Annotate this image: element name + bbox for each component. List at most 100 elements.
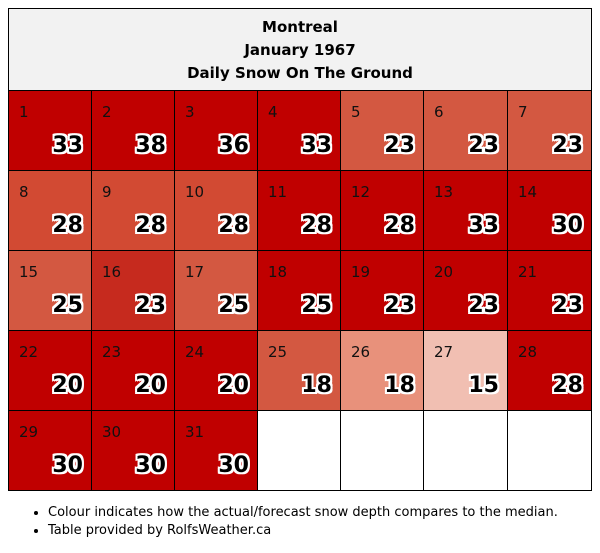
snow-depth-value: 25 <box>52 293 83 318</box>
day-cell: 10 28 <box>175 171 258 251</box>
day-number: 9 <box>102 183 112 201</box>
day-number: 12 <box>351 183 371 201</box>
day-number: 7 <box>518 103 528 121</box>
snow-depth-value: 20 <box>135 373 166 398</box>
day-number: 28 <box>518 343 538 361</box>
snow-depth-value: 30 <box>135 453 166 478</box>
day-cell: 22 20 <box>9 331 92 411</box>
day-number: 13 <box>434 183 454 201</box>
snow-depth-value: 23 <box>468 133 499 158</box>
day-number: 25 <box>268 343 288 361</box>
snow-depth-value: 36 <box>218 133 249 158</box>
day-number: 31 <box>185 423 205 441</box>
day-number: 30 <box>102 423 122 441</box>
calendar-grid: 1 33 2 38 3 36 4 33 5 23 6 23 7 23 8 28 9 28 10 28 11 28 12 28 1… <box>9 91 591 490</box>
day-cell: 3 36 <box>175 91 258 171</box>
empty-cell <box>341 411 424 490</box>
day-number: 11 <box>268 183 288 201</box>
day-cell: 23 20 <box>92 331 175 411</box>
day-number: 4 <box>268 103 278 121</box>
snow-depth-value: 23 <box>384 133 415 158</box>
snow-depth-value: 15 <box>468 373 499 398</box>
day-cell: 5 23 <box>341 91 424 171</box>
day-number: 15 <box>19 263 39 281</box>
day-cell: 21 23 <box>508 251 591 331</box>
day-cell: 16 23 <box>92 251 175 331</box>
day-number: 18 <box>268 263 288 281</box>
snow-depth-value: 30 <box>218 453 249 478</box>
snow-depth-value: 20 <box>218 373 249 398</box>
snow-depth-value: 33 <box>468 213 499 238</box>
day-cell: 18 25 <box>258 251 341 331</box>
day-number: 3 <box>185 103 195 121</box>
snow-depth-value: 28 <box>301 213 332 238</box>
day-number: 10 <box>185 183 205 201</box>
snow-depth-value: 23 <box>552 133 583 158</box>
footnotes: Colour indicates how the actual/forecast… <box>24 504 558 540</box>
snow-depth-value: 25 <box>301 293 332 318</box>
day-cell: 29 30 <box>9 411 92 490</box>
snow-depth-value: 20 <box>52 373 83 398</box>
empty-cell <box>424 411 508 490</box>
snow-depth-value: 28 <box>218 213 249 238</box>
snow-depth-value: 23 <box>468 293 499 318</box>
snow-depth-value: 28 <box>52 213 83 238</box>
snow-depth-value: 30 <box>52 453 83 478</box>
day-cell: 11 28 <box>258 171 341 251</box>
day-cell: 4 33 <box>258 91 341 171</box>
day-cell: 27 15 <box>424 331 508 411</box>
day-number: 22 <box>19 343 39 361</box>
day-cell: 6 23 <box>424 91 508 171</box>
snow-depth-value: 28 <box>552 373 583 398</box>
day-number: 5 <box>351 103 361 121</box>
snow-depth-value: 23 <box>135 293 166 318</box>
day-number: 2 <box>102 103 112 121</box>
day-cell: 25 18 <box>258 331 341 411</box>
day-cell: 2 38 <box>92 91 175 171</box>
snow-depth-value: 28 <box>135 213 166 238</box>
day-cell: 30 30 <box>92 411 175 490</box>
snow-depth-value: 18 <box>301 373 332 398</box>
snow-depth-value: 30 <box>552 213 583 238</box>
day-cell: 31 30 <box>175 411 258 490</box>
day-number: 16 <box>102 263 122 281</box>
snow-depth-value: 33 <box>301 133 332 158</box>
day-number: 19 <box>351 263 371 281</box>
empty-cell <box>258 411 341 490</box>
day-cell: 20 23 <box>424 251 508 331</box>
day-cell: 7 23 <box>508 91 591 171</box>
day-number: 8 <box>19 183 29 201</box>
day-number: 27 <box>434 343 454 361</box>
empty-cell <box>508 411 591 490</box>
day-cell: 8 28 <box>9 171 92 251</box>
day-cell: 17 25 <box>175 251 258 331</box>
day-number: 14 <box>518 183 538 201</box>
snow-calendar: Montreal January 1967 Daily Snow On The … <box>8 8 592 491</box>
snow-depth-value: 38 <box>135 133 166 158</box>
day-cell: 14 30 <box>508 171 591 251</box>
day-number: 17 <box>185 263 205 281</box>
snow-depth-value: 23 <box>384 293 415 318</box>
snow-depth-value: 18 <box>384 373 415 398</box>
day-cell: 19 23 <box>341 251 424 331</box>
month-title: January 1967 <box>244 41 356 59</box>
city-title: Montreal <box>262 18 338 36</box>
day-cell: 26 18 <box>341 331 424 411</box>
day-number: 1 <box>19 103 29 121</box>
day-cell: 13 33 <box>424 171 508 251</box>
snow-depth-value: 33 <box>52 133 83 158</box>
day-number: 24 <box>185 343 205 361</box>
calendar-header: Montreal January 1967 Daily Snow On The … <box>9 9 591 91</box>
snow-depth-value: 25 <box>218 293 249 318</box>
calendar-subtitle: Daily Snow On The Ground <box>187 64 413 82</box>
day-cell: 24 20 <box>175 331 258 411</box>
day-number: 20 <box>434 263 454 281</box>
snow-depth-value: 28 <box>384 213 415 238</box>
day-cell: 12 28 <box>341 171 424 251</box>
day-number: 6 <box>434 103 444 121</box>
day-number: 29 <box>19 423 39 441</box>
day-number: 26 <box>351 343 371 361</box>
day-number: 21 <box>518 263 538 281</box>
footnote-attribution: Table provided by RolfsWeather.ca <box>48 522 558 540</box>
snow-depth-value: 23 <box>552 293 583 318</box>
